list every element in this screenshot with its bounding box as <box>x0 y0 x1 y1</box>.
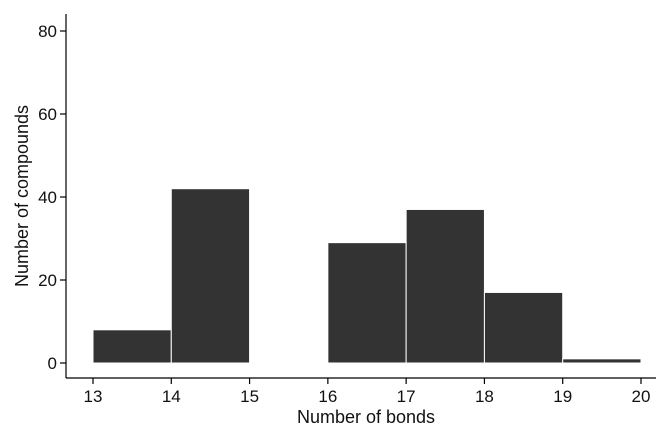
x-tick-label: 15 <box>240 387 259 406</box>
histogram-bar <box>405 208 485 364</box>
histogram-bar <box>327 242 407 364</box>
x-tick-label: 18 <box>475 387 494 406</box>
y-tick-label: 40 <box>38 188 57 207</box>
x-tick-label: 16 <box>318 387 337 406</box>
x-axis-title: Number of bonds <box>297 407 435 427</box>
y-tick-label: 0 <box>48 354 57 373</box>
x-tick-label: 13 <box>84 387 103 406</box>
y-ticks-group: 0 20 40 60 80 <box>38 22 66 373</box>
histogram-bar <box>170 188 251 364</box>
x-tick-label: 19 <box>553 387 572 406</box>
histogram-bar <box>562 358 642 364</box>
bars-group <box>92 188 642 364</box>
x-ticks-group: 13 14 15 16 17 18 19 20 <box>84 378 651 406</box>
histogram-bar <box>92 329 172 364</box>
y-tick-label: 60 <box>38 105 57 124</box>
y-axis-title: Number of compounds <box>12 105 32 287</box>
x-tick-label: 17 <box>397 387 416 406</box>
x-tick-label: 14 <box>162 387 181 406</box>
histogram-bar <box>483 291 564 364</box>
x-tick-label: 20 <box>632 387 651 406</box>
y-tick-label: 20 <box>38 271 57 290</box>
y-tick-label: 80 <box>38 22 57 41</box>
